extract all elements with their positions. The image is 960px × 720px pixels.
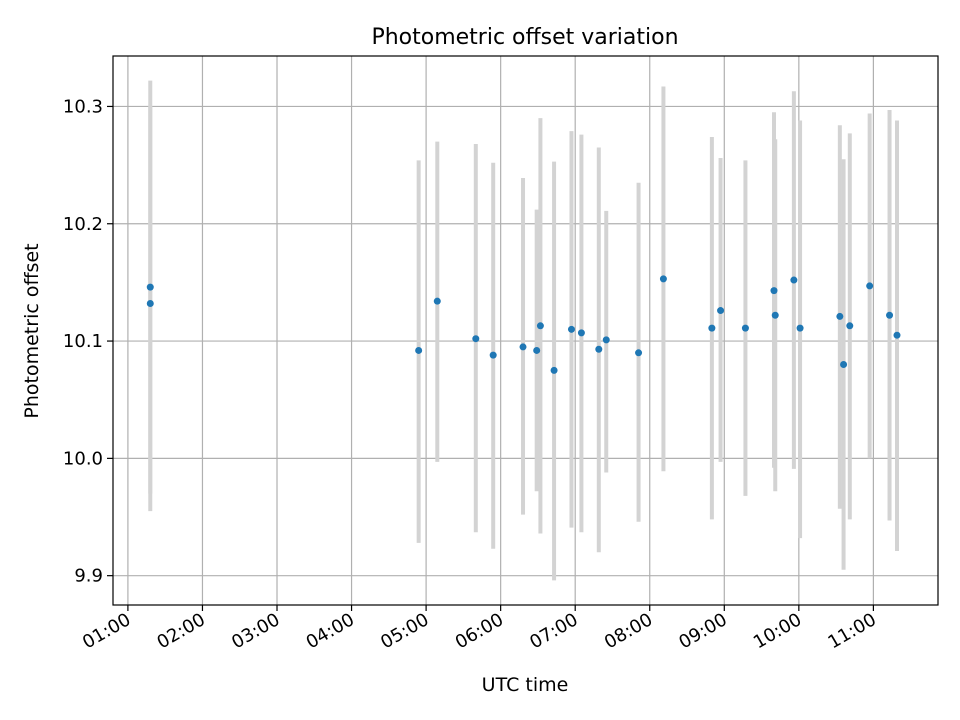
ticks: 01:00 02:00 03:00 04:00 05:00 06:00 07:00 08:00…: [63, 96, 880, 653]
x-tick-label: 01:00: [79, 609, 134, 653]
x-tick-label: 08:00: [601, 609, 656, 653]
x-tick-label: 10:00: [750, 609, 805, 653]
x-tick-label: 11:00: [824, 609, 879, 653]
y-tick-label: 10.3: [63, 96, 103, 117]
x-axis-label: UTC time: [482, 674, 569, 696]
data-point: [708, 324, 716, 332]
error-bars: [148, 80, 899, 581]
data-point: [840, 361, 848, 369]
data-point: [846, 322, 854, 330]
data-point: [146, 283, 154, 291]
data-point: [796, 324, 804, 332]
grid: [113, 56, 938, 605]
data-point: [659, 275, 667, 283]
data-point: [472, 335, 480, 343]
y-tick-label: 10.2: [63, 214, 103, 235]
y-tick-label: 10.1: [63, 331, 103, 352]
x-tick-label: 04:00: [303, 609, 358, 653]
data-point: [550, 366, 558, 374]
data-point: [519, 343, 527, 351]
data-point: [771, 311, 779, 319]
y-tick-label: 9.9: [74, 566, 103, 587]
x-tick-label: 07:00: [526, 609, 581, 653]
data-point: [790, 276, 798, 284]
x-tick-label: 06:00: [452, 609, 507, 653]
data-point: [741, 324, 749, 332]
plot-frame: [112, 55, 939, 606]
data-point: [595, 345, 603, 353]
data-point: [489, 351, 497, 359]
data-point: [635, 349, 643, 357]
data-point: [567, 325, 575, 333]
y-tick-label: 10.0: [63, 448, 103, 469]
chart-title: Photometric offset variation: [371, 25, 678, 50]
x-tick-label: 09:00: [675, 609, 730, 653]
data-point: [415, 346, 423, 354]
data-point: [717, 307, 725, 315]
data-point: [602, 336, 610, 344]
data-point: [866, 282, 874, 290]
data-point: [146, 300, 154, 308]
data-point: [770, 287, 778, 295]
data-point: [577, 329, 585, 337]
x-tick-label: 05:00: [377, 609, 432, 653]
y-axis-label: Photometric offset: [21, 243, 43, 418]
data-point: [433, 297, 441, 305]
data-point: [886, 311, 894, 319]
x-tick-label: 02:00: [154, 609, 209, 653]
data-point: [836, 312, 844, 320]
data-point: [536, 322, 544, 330]
data-points: [146, 275, 901, 374]
data-point: [533, 346, 541, 354]
data-point: [893, 331, 901, 339]
x-tick-label: 03:00: [228, 609, 283, 653]
